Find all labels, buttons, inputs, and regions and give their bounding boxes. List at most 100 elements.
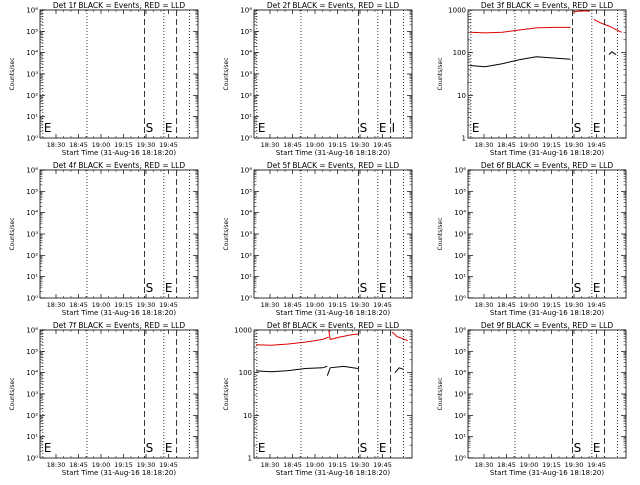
series-lld-line — [391, 331, 408, 342]
x-tick-label: 19:00 — [520, 141, 539, 149]
x-tick-label: 19:15 — [114, 141, 133, 149]
x-tick-label: 18:45 — [69, 461, 88, 469]
x-axis-label: Start Time (31-Aug-16 18:18:20) — [276, 309, 390, 317]
panel-det-7: Det 7f BLACK = Events, RED = LLD Counts/s… — [9, 321, 199, 477]
y-tick-label: 10⁴ — [26, 49, 38, 57]
y-tick-label: 10¹ — [240, 113, 252, 121]
y-axis-label: Counts/sec — [437, 217, 444, 250]
x-axis-label: Start Time (31-Aug-16 18:18:20) — [490, 469, 604, 477]
x-axis-label: Start Time (31-Aug-16 18:18:20) — [490, 149, 604, 157]
y-tick-label: 10² — [454, 412, 466, 420]
marker-label: E — [379, 281, 387, 295]
x-axis-label: Start Time (31-Aug-16 18:18:20) — [276, 149, 390, 157]
x-tick-label: 19:30 — [351, 141, 370, 149]
marker-label: E — [165, 281, 173, 295]
x-tick-label: 18:30 — [47, 301, 66, 309]
panel-title: Det 7f BLACK = Events, RED = LLD — [53, 321, 186, 330]
panel-title: Det 1f BLACK = Events, RED = LLD — [53, 1, 186, 10]
x-tick-label: 19:15 — [328, 301, 347, 309]
y-tick-label: 10⁴ — [26, 209, 38, 217]
y-axis-label: Counts/sec — [223, 217, 230, 250]
marker-label: E — [593, 441, 601, 455]
y-axis-label: Counts/sec — [9, 377, 16, 410]
marker-label: E — [593, 121, 601, 135]
y-tick-label: 10⁰ — [26, 455, 38, 463]
y-axis-label: Counts/sec — [9, 57, 16, 90]
x-axis-label: Start Time (31-Aug-16 18:18:20) — [62, 469, 176, 477]
plot-frame — [467, 329, 627, 459]
marker-label: S — [574, 441, 582, 455]
x-tick-label: 19:30 — [137, 301, 156, 309]
y-tick-label: 10² — [240, 252, 252, 260]
x-tick-label: 19:30 — [137, 461, 156, 469]
y-tick-label: 100 — [239, 369, 252, 377]
x-tick-label: 19:45 — [159, 461, 178, 469]
y-tick-label: 10⁶ — [26, 327, 38, 335]
y-axis-label: Counts/sec — [223, 377, 230, 410]
series-events-line — [470, 56, 571, 68]
y-tick-label: 1000 — [448, 7, 466, 15]
marker-label: E — [44, 121, 52, 135]
x-tick-label: 18:45 — [69, 301, 88, 309]
panel-det-5: Det 5f BLACK = Events, RED = LLD Counts/s… — [223, 161, 413, 317]
series-events-line — [394, 367, 404, 374]
y-axis-label: Counts/sec — [437, 377, 444, 410]
y-tick-label: 10² — [454, 252, 466, 260]
x-tick-label: 18:45 — [283, 141, 302, 149]
y-tick-label: 10⁴ — [454, 209, 466, 217]
y-tick-label: 10³ — [240, 231, 252, 239]
x-tick-label: 19:15 — [114, 301, 133, 309]
x-tick-label: 18:30 — [261, 461, 280, 469]
y-tick-label: 10⁶ — [454, 167, 466, 175]
x-tick-label: 18:45 — [497, 461, 516, 469]
y-tick-label: 10¹ — [26, 113, 38, 121]
panel-det-3: Det 3f BLACK = Events, RED = LLD Counts/s… — [437, 1, 627, 157]
x-tick-label: 19:00 — [92, 141, 111, 149]
x-tick-label: 19:45 — [373, 301, 392, 309]
y-tick-label: 10⁴ — [240, 209, 252, 217]
y-tick-label: 1000 — [234, 327, 252, 335]
marker-label: S — [574, 121, 582, 135]
x-tick-label: 19:45 — [587, 301, 606, 309]
y-tick-label: 10⁰ — [26, 135, 38, 143]
series-events-line — [326, 365, 358, 376]
y-tick-label: 100 — [453, 49, 466, 57]
x-tick-label: 19:15 — [114, 461, 133, 469]
x-tick-label: 19:15 — [542, 141, 561, 149]
panel-title: Det 4f BLACK = Events, RED = LLD — [53, 161, 186, 170]
y-tick-label: 10⁵ — [454, 188, 466, 196]
y-tick-label: 10¹ — [454, 433, 466, 441]
panel-det-1: Det 1f BLACK = Events, RED = LLD Counts/s… — [9, 1, 199, 157]
x-tick-label: 19:45 — [159, 301, 178, 309]
marker-label: E — [472, 121, 480, 135]
series-lld-line — [328, 329, 358, 341]
plot-frame — [253, 169, 413, 299]
marker-label: S — [360, 441, 368, 455]
y-tick-label: 10⁰ — [240, 135, 252, 143]
panel-det-8: Det 8f BLACK = Events, RED = LLD Counts/s… — [223, 321, 413, 477]
y-tick-label: 10¹ — [26, 433, 38, 441]
x-tick-label: 18:30 — [475, 141, 494, 149]
y-tick-label: 10 — [243, 412, 252, 420]
x-tick-label: 19:30 — [565, 461, 584, 469]
x-tick-label: 18:45 — [497, 301, 516, 309]
y-tick-label: 10⁶ — [240, 7, 252, 15]
x-tick-label: 18:30 — [47, 461, 66, 469]
y-tick-label: 10 — [457, 92, 466, 100]
y-tick-label: 10² — [240, 92, 252, 100]
x-tick-label: 19:15 — [328, 461, 347, 469]
x-tick-label: 19:45 — [587, 461, 606, 469]
panel-title: Det 5f BLACK = Events, RED = LLD — [267, 161, 400, 170]
y-tick-label: 10³ — [26, 231, 38, 239]
panel-det-9: Det 9f BLACK = Events, RED = LLD Counts/s… — [437, 321, 627, 477]
y-tick-label: 10⁶ — [26, 167, 38, 175]
panel-title: Det 6f BLACK = Events, RED = LLD — [481, 161, 614, 170]
x-tick-label: 19:45 — [587, 141, 606, 149]
x-tick-label: 19:00 — [92, 301, 111, 309]
marker-label: E — [165, 441, 173, 455]
series-lld-line — [470, 26, 571, 34]
x-tick-label: 19:00 — [520, 301, 539, 309]
x-axis-label: Start Time (31-Aug-16 18:18:20) — [62, 149, 176, 157]
